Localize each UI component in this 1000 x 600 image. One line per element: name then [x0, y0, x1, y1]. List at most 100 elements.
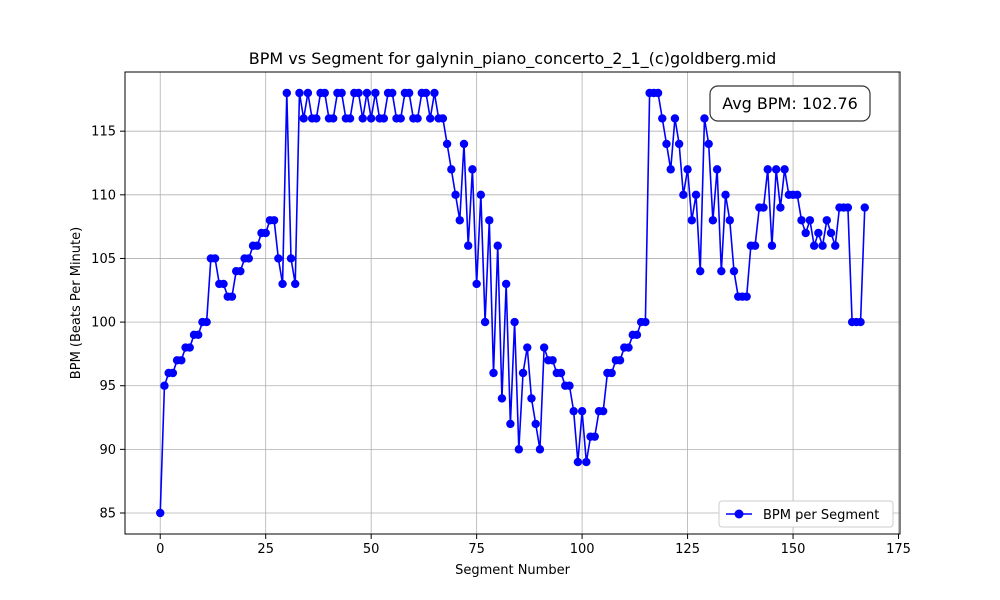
- data-point: [641, 317, 650, 327]
- data-point: [674, 139, 684, 149]
- data-point: [569, 406, 578, 416]
- data-point: [185, 343, 194, 352]
- y-tick-label: 100: [91, 316, 116, 331]
- series-line: [159, 92, 866, 514]
- data-point: [725, 216, 734, 225]
- data-point: [227, 292, 237, 301]
- data-point: [565, 381, 574, 390]
- data-point: [843, 203, 853, 212]
- data-point: [750, 241, 760, 250]
- x-tick-label: 50: [363, 542, 380, 557]
- data-point: [704, 139, 713, 149]
- x-tick-label: 125: [675, 542, 700, 557]
- x-tick-label: 0: [156, 542, 164, 557]
- y-axis-ticks: 85 90 95 100 105 110 115: [91, 125, 125, 522]
- data-point: [261, 228, 270, 238]
- data-point: [447, 165, 456, 174]
- data-point: [421, 88, 431, 98]
- y-tick-label: 95: [99, 379, 116, 394]
- data-point: [274, 254, 283, 263]
- data-point: [295, 88, 304, 98]
- data-point: [797, 216, 806, 225]
- data-point: [831, 241, 840, 250]
- data-point: [303, 88, 313, 98]
- data-point: [721, 190, 730, 200]
- data-point: [742, 292, 751, 301]
- data-point: [413, 114, 422, 123]
- data-point: [202, 317, 211, 327]
- data-point: [269, 216, 279, 225]
- x-tick-label: 150: [781, 542, 806, 557]
- data-point: [632, 330, 642, 340]
- data-point: [662, 139, 671, 149]
- data-point: [396, 114, 405, 123]
- avg-bpm-box: [709, 85, 871, 122]
- data-point: [582, 457, 591, 467]
- data-point: [696, 266, 705, 276]
- data-point: [194, 330, 203, 340]
- x-axis-ticks: 0 25 50 75 100 125 150 175: [156, 534, 911, 557]
- data-point: [548, 356, 557, 365]
- data-point: [809, 241, 819, 250]
- data-point: [708, 216, 718, 225]
- data-point: [442, 139, 452, 149]
- data-point: [278, 279, 287, 289]
- data-point: [168, 368, 178, 378]
- data-point: [501, 279, 511, 289]
- data-point: [771, 165, 781, 174]
- data-point: [358, 114, 367, 123]
- y-tick-label: 105: [91, 252, 116, 267]
- chart-title: BPM vs Segment for galynin_piano_concert…: [249, 49, 776, 69]
- data-point: [573, 457, 583, 467]
- data-point: [177, 356, 186, 365]
- data-point: [244, 254, 254, 263]
- data-point: [658, 114, 667, 123]
- data-point: [712, 165, 722, 174]
- legend-marker-swatch: [734, 509, 744, 519]
- data-point: [291, 279, 300, 289]
- data-point: [388, 88, 397, 98]
- data-point: [666, 165, 675, 174]
- y-axis-label: BPM (Beats Per Minute): [69, 227, 84, 379]
- data-point: [337, 88, 346, 98]
- data-point: [476, 190, 486, 200]
- data-point: [860, 203, 869, 212]
- data-point: [426, 114, 435, 123]
- data-point: [729, 266, 739, 276]
- data-point: [793, 190, 802, 200]
- data-point: [459, 139, 469, 149]
- y-tick-label: 90: [99, 443, 116, 458]
- data-point: [687, 216, 696, 225]
- data-point: [653, 88, 663, 98]
- data-point: [801, 228, 810, 238]
- data-point: [236, 266, 245, 276]
- data-point: [759, 203, 768, 212]
- data-point: [531, 419, 540, 429]
- data-point: [282, 88, 291, 98]
- data-point: [210, 254, 220, 263]
- data-point: [599, 406, 608, 416]
- data-point: [286, 254, 296, 263]
- data-point: [219, 279, 228, 289]
- data-point: [780, 165, 789, 174]
- y-tick-label: 115: [91, 125, 116, 140]
- x-tick-label: 25: [257, 542, 274, 557]
- data-point: [472, 279, 481, 289]
- data-point: [691, 190, 701, 200]
- data-point: [312, 114, 321, 123]
- data-point: [493, 241, 502, 250]
- data-point: [455, 216, 464, 225]
- data-point: [362, 88, 372, 98]
- data-point: [299, 114, 308, 123]
- data-point: [514, 445, 524, 454]
- data-point: [430, 88, 439, 98]
- data-point: [523, 343, 532, 352]
- data-point: [776, 203, 785, 212]
- data-point: [156, 508, 165, 518]
- data-point: [535, 445, 545, 454]
- data-point: [366, 114, 376, 123]
- data-point: [506, 419, 515, 429]
- data-point: [539, 343, 549, 352]
- data-point: [767, 241, 777, 250]
